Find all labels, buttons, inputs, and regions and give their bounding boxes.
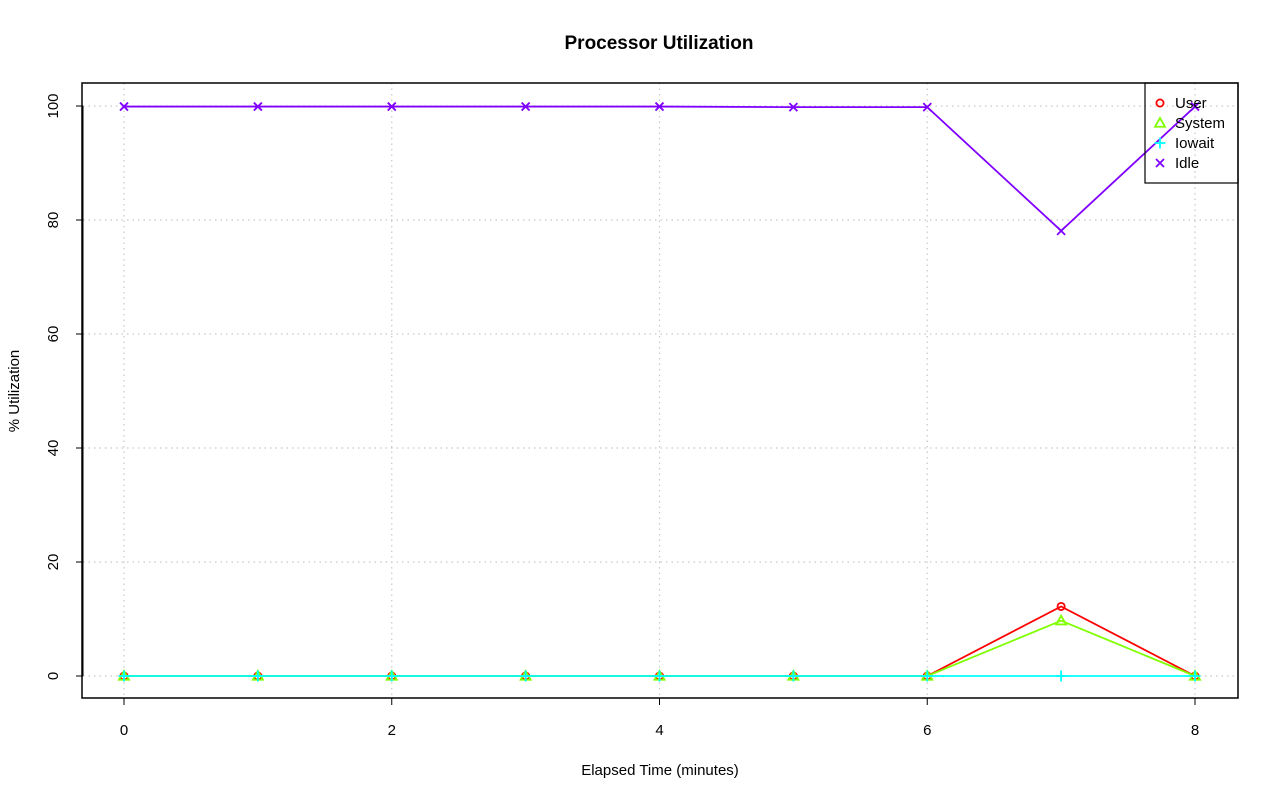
legend-label-iowait: Iowait [1175, 135, 1215, 152]
legend: User System Iowait Idle [1144, 82, 1239, 184]
x-tick-label: 0 [120, 722, 128, 739]
x-axis-label: Elapsed Time (minutes) [581, 762, 739, 779]
series-iowait [118, 670, 1201, 682]
legend-label-system: System [1175, 115, 1225, 132]
x-tick-label: 4 [655, 722, 663, 739]
y-axis-label: % Utilization [6, 350, 23, 433]
point-iowait [252, 670, 264, 682]
point-idle [788, 102, 799, 112]
point-idle [387, 101, 397, 112]
point-idle [922, 102, 932, 112]
y-tick-label: 60 [45, 326, 62, 343]
y-tick-label: 100 [45, 93, 62, 118]
y-tick-label: 80 [45, 212, 62, 229]
point-idle [1190, 101, 1200, 112]
point-user [1056, 601, 1066, 611]
y-tick-label: 0 [45, 672, 62, 680]
point-iowait [520, 670, 532, 682]
legend-marker-system [1153, 116, 1167, 128]
chart-title: Processor Utilization [565, 33, 754, 54]
point-idle [253, 101, 263, 112]
legend-marker-idle [1155, 158, 1165, 168]
point-idle [1056, 226, 1066, 236]
point-idle [119, 101, 129, 112]
point-iowait [1189, 670, 1201, 682]
point-system [1054, 613, 1068, 626]
x-tick-label: 2 [388, 722, 396, 739]
series-layer [117, 101, 1202, 682]
legend-marker-user [1155, 98, 1165, 108]
x-tick-label: 6 [923, 722, 931, 739]
legend-label-idle: Idle [1175, 155, 1199, 172]
point-idle [654, 101, 665, 112]
legend-marker-iowait [1154, 137, 1166, 149]
legend-label-user: User [1175, 95, 1207, 112]
point-iowait [1055, 670, 1067, 682]
point-idle [520, 101, 531, 112]
x-axis: 0 2 4 6 8 [120, 697, 1199, 739]
point-iowait [654, 670, 665, 682]
y-tick-label: 40 [45, 440, 62, 457]
point-iowait [921, 670, 933, 682]
point-iowait [386, 670, 398, 682]
legend-box [1144, 82, 1239, 184]
y-axis: 0 20 40 60 80 100 [45, 93, 84, 680]
series-idle [119, 101, 1200, 236]
point-iowait [787, 670, 799, 682]
point-iowait [118, 670, 130, 682]
x-tick-label: 8 [1191, 722, 1199, 739]
y-tick-label: 20 [45, 554, 62, 571]
